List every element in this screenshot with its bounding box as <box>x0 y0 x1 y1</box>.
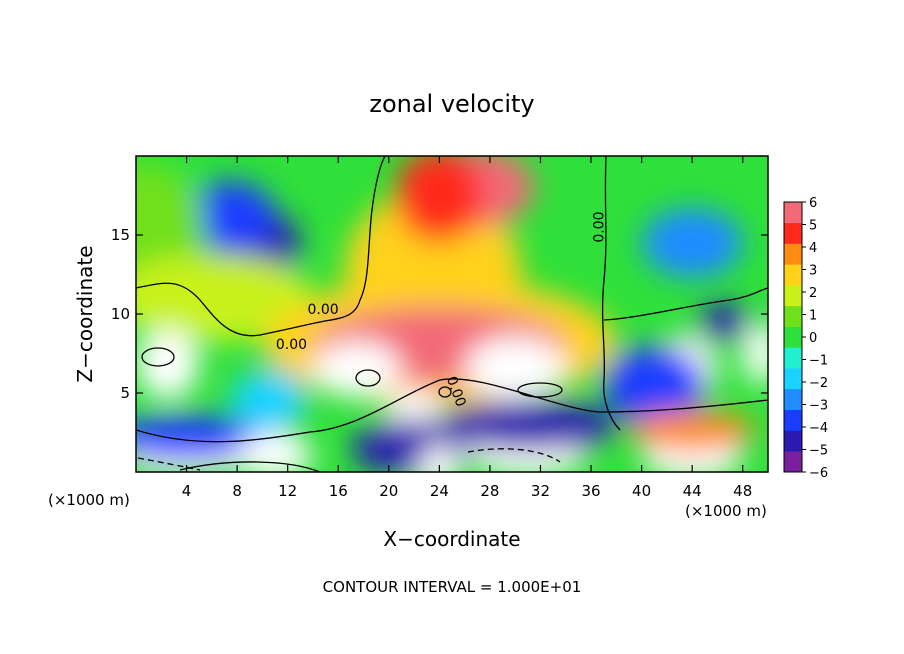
field-feature-22 <box>136 415 263 460</box>
x-axis-ticks: 4 8 12 16 20 24 28 32 36 40 44 48 <box>182 156 752 500</box>
colorbar-swatch-2 <box>784 409 802 431</box>
colorbar-swatch-12 <box>784 202 802 224</box>
field-feature-2 <box>641 208 743 278</box>
colorbar-label-2: 4 <box>809 241 817 256</box>
zero-contour-lower <box>136 378 768 443</box>
colorbar-swatch-4 <box>784 368 802 390</box>
colorbar-label-0: 6 <box>809 196 817 211</box>
colorbar-swatch-10 <box>784 243 802 265</box>
colorbar-label-8: −2 <box>809 376 828 391</box>
contour-label-1: 0.00 <box>276 337 307 353</box>
field-feature-4 <box>136 253 313 343</box>
x-tick-label-10: 44 <box>683 482 702 500</box>
chart-title: zonal velocity <box>369 90 534 118</box>
colorbar-swatch-11 <box>784 222 802 244</box>
inner-contour-a <box>141 347 175 367</box>
colorbar-label-7: −1 <box>809 354 828 369</box>
inner-contour-b <box>355 369 381 387</box>
field-feature-1 <box>186 181 276 251</box>
field-feature-15 <box>603 345 705 425</box>
dashed-contour-a <box>137 457 201 471</box>
colorbar-label-5: 1 <box>809 309 817 324</box>
x-tick-label-7: 32 <box>531 482 550 500</box>
colorbar-swatch-0 <box>784 451 802 473</box>
field-feature-16 <box>698 302 750 341</box>
x-unit-left: (×1000 m) <box>48 491 130 509</box>
colorbar-swatch-7 <box>784 305 802 327</box>
y-tick-label-0: 5 <box>120 384 130 402</box>
x-tick-label-8: 36 <box>581 482 600 500</box>
x-tick-label-2: 12 <box>278 482 297 500</box>
colorbar-label-10: −4 <box>809 421 828 436</box>
x-tick-label-3: 16 <box>329 482 348 500</box>
zero-contour-bottom <box>179 461 321 472</box>
inner-contour-c <box>517 382 563 398</box>
contour-label-0: 0.00 <box>307 302 338 318</box>
colorbar-label-3: 3 <box>809 264 817 279</box>
colorbar-label-11: −5 <box>809 444 828 459</box>
field-feature-28 <box>230 369 307 433</box>
field-feature-13 <box>742 321 768 386</box>
y-tick-label-2: 15 <box>111 226 130 244</box>
zero-contour-main <box>136 156 386 337</box>
x-tick-label-9: 40 <box>632 482 651 500</box>
x-unit-right: (×1000 m) <box>685 502 767 520</box>
colorbar-swatch-6 <box>784 326 802 348</box>
colorbar-swatch-9 <box>784 264 802 286</box>
field-feature-11 <box>464 336 566 400</box>
field-feature-26 <box>628 410 756 452</box>
colorbar-swatch-1 <box>784 430 802 452</box>
x-tick-label-6: 28 <box>480 482 499 500</box>
colorbar: 6 5 4 3 2 1 0 −1 −2 −3 −4 −5 −6 <box>783 196 828 481</box>
field-feature-7 <box>395 156 484 243</box>
colorbar-label-1: 5 <box>809 219 817 234</box>
field-feature-24 <box>420 443 459 472</box>
x-tick-label-5: 24 <box>430 482 449 500</box>
x-axis-label: X−coordinate <box>383 527 520 551</box>
colorbar-label-6: 0 <box>809 331 817 346</box>
colorbar-swatch-5 <box>784 347 802 369</box>
dashed-contour-b <box>467 448 561 463</box>
colorbar-swatch-3 <box>784 388 802 410</box>
x-tick-label-1: 8 <box>232 482 242 500</box>
contour-lines <box>136 156 768 472</box>
y-axis-ticks: 5 10 15 <box>111 226 768 402</box>
y-tick-label-1: 10 <box>111 305 130 323</box>
field-feature-27 <box>569 413 600 452</box>
colorbar-label-9: −3 <box>809 399 828 414</box>
contour-label-2: 0.00 <box>592 212 608 243</box>
x-tick-label-11: 48 <box>733 482 752 500</box>
zero-contour-upper-right <box>603 287 768 321</box>
y-axis-label: Z−coordinate <box>73 245 97 382</box>
field-feature-10 <box>312 340 402 398</box>
colorbar-swatch-8 <box>784 285 802 307</box>
inner-contour-d <box>438 386 452 398</box>
colorbar-label-4: 2 <box>809 286 817 301</box>
zero-contour-right <box>601 156 621 431</box>
colorbar-label-12: −6 <box>809 466 828 481</box>
x-tick-label-0: 4 <box>182 482 192 500</box>
contour-interval-note: CONTOUR INTERVAL = 1.000E+01 <box>323 578 582 596</box>
x-tick-label-4: 20 <box>379 482 398 500</box>
plot-area: 0.000.000.000.00 4 8 12 16 20 24 28 32 36 40 44 48 … <box>111 155 769 500</box>
